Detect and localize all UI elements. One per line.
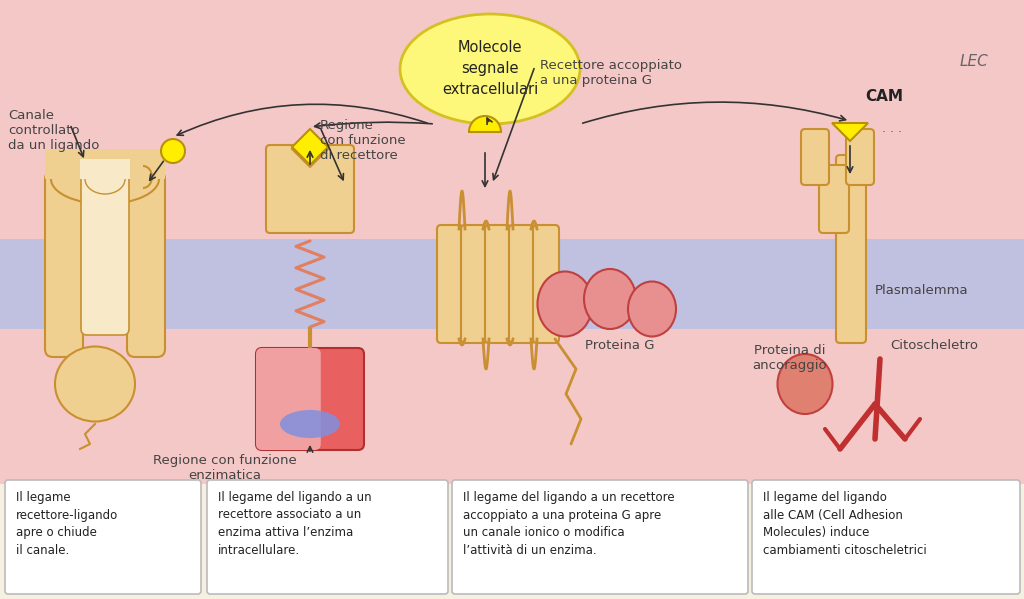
Ellipse shape: [400, 14, 580, 124]
Wedge shape: [469, 116, 501, 132]
Ellipse shape: [777, 354, 833, 414]
Text: Regione
con funzione
di recettore: Regione con funzione di recettore: [319, 119, 406, 162]
Text: Il legame del ligando
alle CAM (Cell Adhesion
Molecules) induce
cambiamenti cito: Il legame del ligando alle CAM (Cell Adh…: [763, 491, 927, 556]
FancyBboxPatch shape: [81, 163, 129, 335]
Text: Plasmalemma: Plasmalemma: [874, 284, 969, 297]
FancyBboxPatch shape: [437, 225, 463, 343]
FancyBboxPatch shape: [266, 145, 354, 233]
FancyBboxPatch shape: [752, 480, 1020, 594]
Bar: [45, 149, 165, 179]
Text: Il legame del ligando a un recettore
accoppiato a una proteina G apre
un canale : Il legame del ligando a un recettore acc…: [463, 491, 675, 556]
FancyBboxPatch shape: [452, 480, 748, 594]
Text: Il legame del ligando a un
recettore associato a un
enzima attiva l’enzima
intra: Il legame del ligando a un recettore ass…: [218, 491, 372, 556]
Text: Proteina G: Proteina G: [585, 339, 654, 352]
Ellipse shape: [55, 346, 135, 422]
Polygon shape: [292, 149, 328, 167]
Polygon shape: [292, 129, 328, 165]
FancyBboxPatch shape: [846, 129, 874, 185]
FancyBboxPatch shape: [461, 225, 487, 343]
FancyBboxPatch shape: [509, 225, 535, 343]
Bar: [0, 484, 1024, 599]
Ellipse shape: [584, 269, 636, 329]
Ellipse shape: [280, 410, 340, 438]
FancyBboxPatch shape: [207, 480, 449, 594]
Ellipse shape: [51, 154, 159, 204]
Text: . . .: . . .: [882, 123, 902, 135]
Bar: [80, 159, 130, 179]
Circle shape: [161, 139, 185, 163]
FancyBboxPatch shape: [256, 348, 321, 450]
Text: Molecole
segnale
extracellulari: Molecole segnale extracellulari: [442, 41, 539, 98]
Text: Recettore accoppiato
a una proteina G: Recettore accoppiato a una proteina G: [540, 59, 682, 87]
FancyBboxPatch shape: [485, 225, 511, 343]
Text: Il legame
recettore-ligando
apre o chiude
il canale.: Il legame recettore-ligando apre o chiud…: [16, 491, 118, 556]
Bar: [0, 239, 1024, 329]
Text: Citoscheletro: Citoscheletro: [890, 339, 978, 352]
FancyBboxPatch shape: [5, 480, 201, 594]
FancyBboxPatch shape: [256, 348, 364, 450]
Text: Canale
controllato
da un ligando: Canale controllato da un ligando: [8, 109, 99, 152]
FancyBboxPatch shape: [127, 171, 165, 357]
FancyBboxPatch shape: [534, 225, 559, 343]
Bar: [0, 0, 1024, 484]
Ellipse shape: [628, 282, 676, 337]
FancyBboxPatch shape: [45, 171, 83, 357]
Text: CAM: CAM: [865, 89, 903, 104]
FancyBboxPatch shape: [836, 155, 866, 343]
Ellipse shape: [538, 271, 593, 337]
Polygon shape: [831, 123, 868, 141]
Text: Proteina di
ancoraggio: Proteina di ancoraggio: [753, 344, 827, 372]
FancyBboxPatch shape: [801, 129, 829, 185]
Ellipse shape: [85, 164, 125, 194]
FancyBboxPatch shape: [819, 165, 849, 233]
Text: Regione con funzione
enzimatica: Regione con funzione enzimatica: [154, 454, 297, 482]
Text: LEC: LEC: [961, 54, 989, 69]
